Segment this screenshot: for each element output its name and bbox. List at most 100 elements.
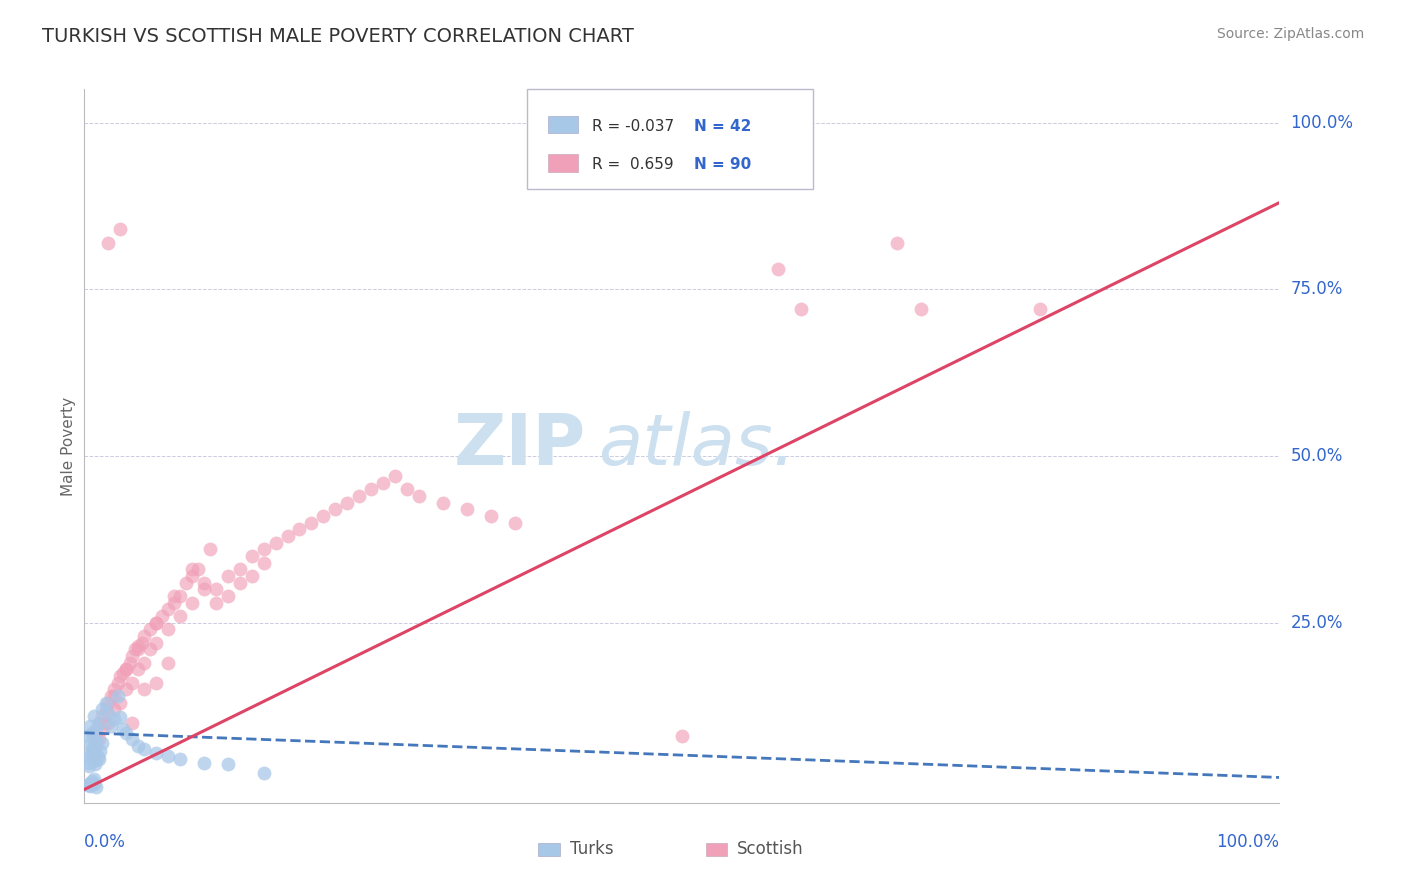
Point — [97, 235, 120, 250]
Point — [110, 669, 132, 683]
Point — [205, 596, 228, 610]
Point — [127, 662, 149, 676]
Point — [150, 609, 173, 624]
Point — [82, 746, 104, 760]
Point — [264, 535, 287, 549]
Point — [181, 596, 204, 610]
Point — [145, 636, 167, 650]
Point — [110, 710, 132, 724]
Point — [193, 575, 215, 590]
Point — [193, 756, 215, 770]
Point — [766, 262, 789, 277]
Point — [103, 702, 125, 716]
Point — [145, 615, 167, 630]
Point — [253, 556, 276, 570]
Y-axis label: Male Poverty: Male Poverty — [60, 396, 76, 496]
Text: 50.0%: 50.0% — [1291, 447, 1343, 465]
Point — [86, 736, 108, 750]
Text: 25.0%: 25.0% — [1291, 614, 1343, 632]
Point — [671, 729, 693, 743]
Point — [107, 675, 129, 690]
Point — [145, 615, 167, 630]
Point — [132, 742, 156, 756]
Point — [277, 529, 299, 543]
Point — [240, 549, 263, 563]
Point — [94, 696, 117, 710]
Bar — [538, 843, 560, 855]
Text: 100.0%: 100.0% — [1291, 113, 1354, 131]
Point — [336, 496, 359, 510]
Point — [84, 757, 107, 772]
Point — [115, 662, 138, 676]
Point — [103, 682, 125, 697]
Point — [886, 235, 908, 250]
Point — [187, 562, 209, 576]
Bar — [548, 116, 578, 134]
Text: Turks: Turks — [569, 840, 613, 858]
Point — [91, 709, 114, 723]
Text: N = 90: N = 90 — [695, 157, 751, 172]
Point — [163, 596, 186, 610]
Point — [169, 752, 191, 766]
Text: 0.0%: 0.0% — [84, 833, 127, 851]
Point — [240, 569, 263, 583]
Point — [100, 719, 122, 733]
Point — [127, 642, 149, 657]
Point — [118, 656, 141, 670]
Point — [111, 665, 134, 680]
Point — [217, 757, 239, 772]
Point — [87, 715, 110, 730]
Point — [132, 682, 156, 697]
Point — [87, 715, 110, 730]
Point — [1029, 302, 1052, 317]
Point — [131, 636, 153, 650]
Point — [76, 747, 98, 762]
Point — [86, 746, 108, 760]
Point — [157, 602, 180, 616]
Text: TURKISH VS SCOTTISH MALE POVERTY CORRELATION CHART: TURKISH VS SCOTTISH MALE POVERTY CORRELA… — [42, 27, 634, 45]
Point — [132, 629, 156, 643]
Point — [80, 741, 103, 756]
FancyBboxPatch shape — [527, 89, 814, 189]
Point — [139, 623, 162, 637]
Point — [110, 696, 132, 710]
Point — [79, 737, 101, 751]
Point — [87, 752, 110, 766]
Bar — [706, 843, 727, 855]
Point — [205, 582, 228, 597]
Bar — [548, 154, 578, 172]
Point — [373, 475, 395, 490]
Point — [181, 569, 204, 583]
Text: N = 42: N = 42 — [695, 119, 751, 134]
Point — [115, 725, 138, 739]
Point — [77, 756, 100, 770]
Point — [169, 589, 191, 603]
Point — [77, 759, 100, 773]
Point — [86, 723, 108, 737]
Point — [174, 575, 197, 590]
Point — [157, 623, 180, 637]
Point — [103, 689, 125, 703]
Point — [121, 715, 143, 730]
Point — [503, 516, 526, 530]
Point — [157, 656, 180, 670]
Point — [217, 589, 239, 603]
Text: 100.0%: 100.0% — [1216, 833, 1279, 851]
Point — [139, 642, 162, 657]
Point — [103, 713, 125, 727]
Point — [456, 502, 478, 516]
Point — [115, 662, 138, 676]
Point — [111, 723, 134, 737]
Point — [121, 675, 143, 690]
Point — [145, 746, 167, 760]
Point — [94, 715, 117, 730]
Point — [193, 582, 215, 597]
Point — [83, 709, 105, 723]
Point — [86, 780, 108, 795]
Point — [790, 302, 813, 317]
Point — [127, 639, 149, 653]
Point — [94, 702, 117, 716]
Point — [79, 779, 101, 793]
Point — [384, 469, 406, 483]
Point — [97, 715, 120, 730]
